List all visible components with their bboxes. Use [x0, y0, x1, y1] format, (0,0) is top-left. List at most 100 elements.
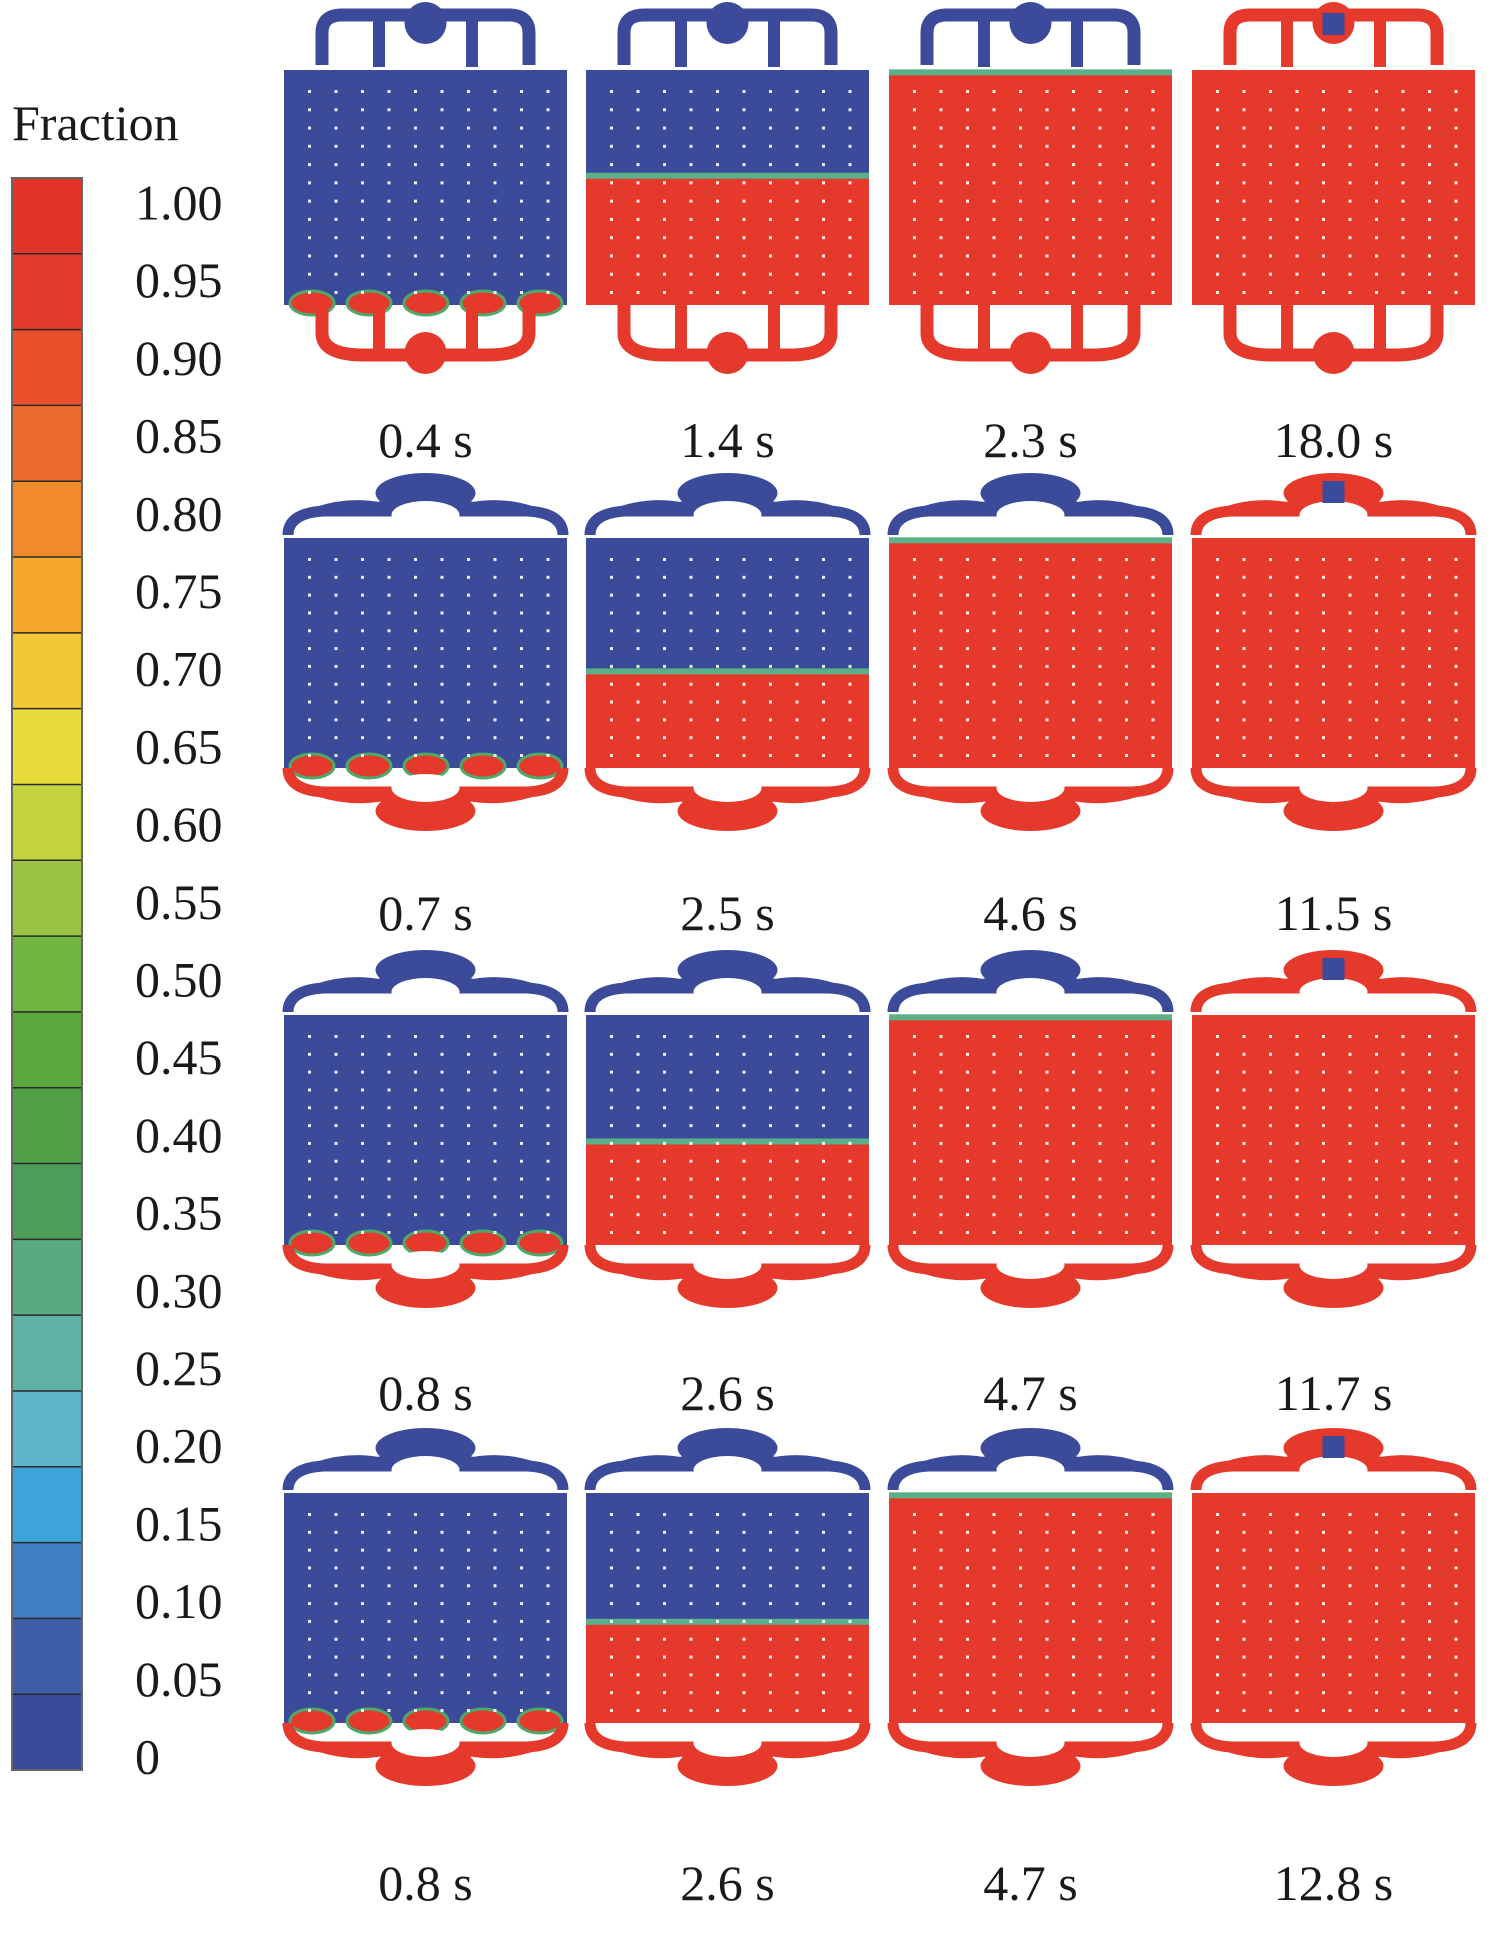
distributor-channel	[966, 1742, 998, 1759]
pin	[467, 1655, 470, 1659]
pin	[742, 163, 746, 167]
pin	[1125, 1106, 1128, 1110]
trapped-air-region	[1322, 13, 1345, 35]
pin	[520, 1619, 523, 1623]
pin	[520, 291, 523, 294]
pin	[1348, 718, 1352, 722]
pin	[822, 90, 825, 93]
colorbar-tick-label: 0.40	[135, 1107, 223, 1163]
pin	[795, 593, 799, 597]
pin	[1428, 1673, 1431, 1677]
pin	[1216, 558, 1219, 561]
pin	[966, 1709, 969, 1712]
pin	[663, 682, 666, 686]
pin	[663, 217, 666, 221]
pin	[795, 629, 799, 633]
pin	[334, 1619, 338, 1623]
pin	[1045, 181, 1049, 185]
pin	[1151, 1513, 1155, 1516]
pin	[992, 1673, 996, 1677]
pin	[308, 1052, 311, 1056]
pin	[493, 1655, 497, 1659]
pin	[546, 236, 550, 240]
pin	[414, 700, 417, 704]
pin	[822, 664, 825, 668]
pin	[689, 1141, 693, 1145]
pin	[1019, 144, 1022, 148]
pin	[387, 682, 391, 686]
pin	[848, 1106, 852, 1110]
pin	[1019, 1035, 1022, 1038]
pin	[1151, 199, 1155, 203]
colorbar-band	[12, 708, 82, 785]
pin	[742, 682, 746, 686]
pin	[1269, 1088, 1272, 1092]
pin	[1428, 1513, 1431, 1516]
chamber-body	[889, 537, 1172, 768]
pin	[1019, 1195, 1022, 1199]
pin	[440, 629, 444, 633]
pin	[1216, 108, 1219, 112]
pin	[795, 558, 799, 561]
pin	[848, 254, 852, 258]
pin	[939, 1141, 943, 1145]
pin	[1019, 1106, 1022, 1110]
pin	[520, 647, 523, 651]
pin	[992, 1141, 996, 1145]
pin	[1216, 1177, 1219, 1181]
pin	[493, 1530, 497, 1534]
pin	[1375, 754, 1378, 757]
outlet-port	[980, 791, 1081, 831]
pin	[848, 108, 852, 112]
pin	[966, 611, 969, 615]
pin	[939, 629, 943, 633]
pin	[822, 1637, 825, 1641]
pin	[1151, 1619, 1155, 1623]
pin	[387, 1159, 391, 1163]
pin	[716, 1530, 719, 1534]
pin	[689, 611, 693, 615]
pin	[1125, 575, 1128, 579]
pin	[361, 611, 364, 615]
pin	[1045, 1195, 1049, 1199]
pin	[440, 593, 444, 597]
panel-design-d-4: 12.8 s	[1190, 1428, 1477, 1911]
pin	[1348, 611, 1352, 615]
pin	[414, 144, 417, 148]
pin	[334, 1070, 338, 1074]
inlet-port	[1009, 2, 1052, 44]
pin	[1216, 700, 1219, 704]
pin	[1045, 593, 1049, 597]
pin	[636, 1088, 640, 1092]
pin	[636, 575, 640, 579]
pin	[493, 558, 497, 561]
pin	[1428, 254, 1431, 258]
pin	[1045, 1691, 1049, 1695]
pin	[742, 1141, 746, 1145]
pin	[795, 1709, 799, 1712]
pin	[493, 1513, 497, 1516]
pin	[308, 199, 311, 203]
pin	[610, 629, 613, 633]
pin	[1242, 217, 1246, 221]
pin	[822, 754, 825, 757]
pin	[1322, 1052, 1325, 1056]
pin	[440, 700, 444, 704]
pin	[546, 90, 550, 93]
pin	[1322, 1584, 1325, 1588]
pin	[1401, 126, 1405, 130]
pin	[1295, 1088, 1299, 1092]
pin	[1045, 575, 1049, 579]
pin	[663, 144, 666, 148]
pin	[467, 1602, 470, 1606]
pin	[414, 611, 417, 615]
pin	[689, 593, 693, 597]
pin	[1125, 217, 1128, 221]
inlet-port	[375, 950, 476, 990]
pin	[1019, 558, 1022, 561]
pin	[822, 199, 825, 203]
pin	[520, 144, 523, 148]
pin	[1045, 718, 1049, 722]
colorbar-band	[12, 1315, 82, 1392]
pin	[1322, 108, 1325, 112]
